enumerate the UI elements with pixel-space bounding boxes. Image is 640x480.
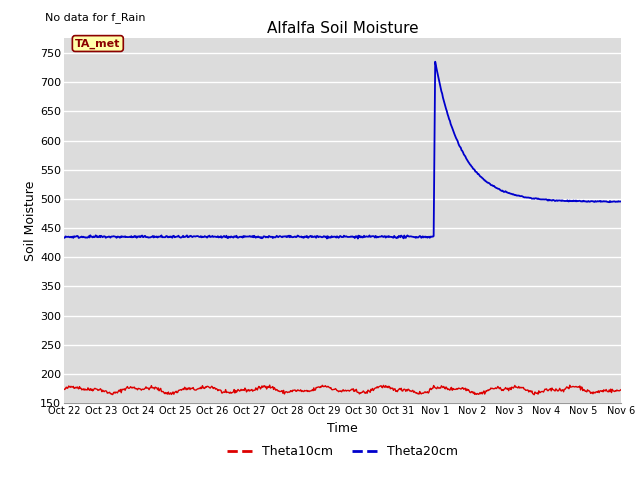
Legend: Theta10cm, Theta20cm: Theta10cm, Theta20cm [222, 440, 463, 463]
Theta20cm [354, 236, 362, 241]
Theta10cm [531, 392, 538, 397]
Theta10cm [335, 389, 342, 395]
Theta10cm [60, 386, 68, 392]
Theta10cm [568, 384, 575, 390]
Theta10cm [266, 382, 273, 388]
Theta20cm [568, 198, 575, 204]
Line: Theta20cm: Theta20cm [64, 62, 621, 239]
Theta10cm [389, 385, 397, 391]
Theta20cm [389, 235, 397, 240]
Theta20cm [182, 233, 190, 239]
Theta20cm [617, 199, 625, 204]
X-axis label: Time: Time [327, 421, 358, 434]
Theta20cm [334, 234, 342, 240]
Theta10cm [617, 387, 625, 393]
Y-axis label: Soil Moisture: Soil Moisture [24, 180, 37, 261]
Line: Theta10cm: Theta10cm [64, 385, 621, 395]
Theta20cm [206, 234, 214, 240]
Theta20cm [445, 114, 452, 120]
Theta20cm [60, 235, 68, 241]
Theta10cm [182, 387, 190, 393]
Theta20cm [431, 59, 439, 65]
Theta10cm [444, 387, 451, 393]
Text: TA_met: TA_met [75, 38, 120, 48]
Theta10cm [206, 385, 214, 391]
Text: No data for f_Rain: No data for f_Rain [45, 12, 145, 23]
Title: Alfalfa Soil Moisture: Alfalfa Soil Moisture [267, 21, 418, 36]
